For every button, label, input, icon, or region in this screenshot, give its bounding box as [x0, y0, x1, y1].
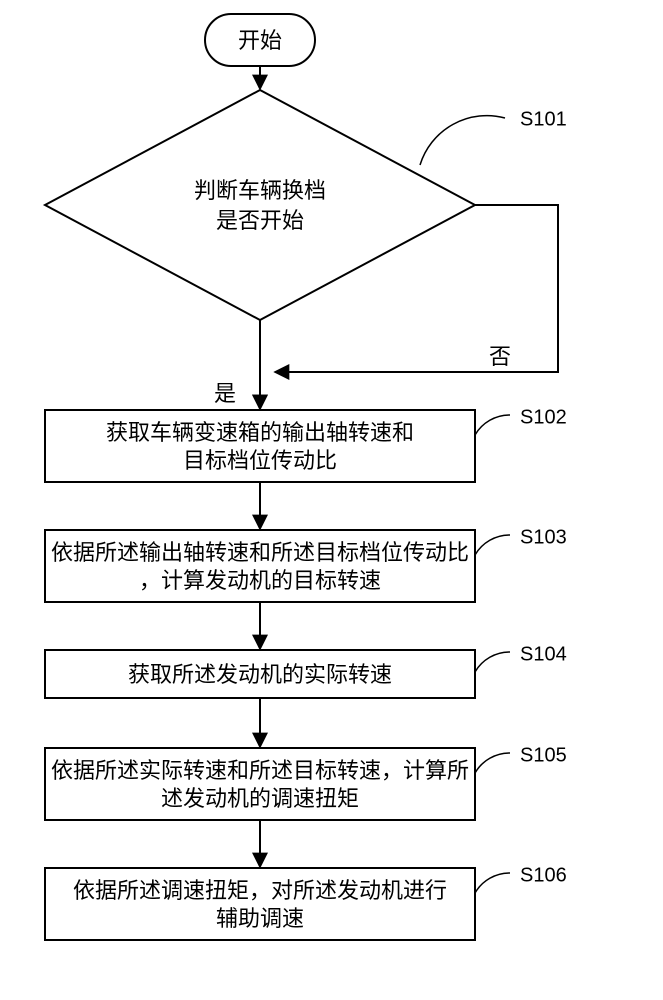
step-label-s102: S102	[520, 406, 567, 428]
s106-line1: 依据所述调速扭矩，对所述发动机进行	[73, 878, 447, 903]
step-leader-s102: S102	[475, 406, 567, 435]
yes-label: 是	[214, 381, 236, 406]
step-label-s106: S106	[520, 864, 567, 886]
s103-line2: ，计算发动机的目标转速	[139, 568, 381, 593]
s106-line2: 辅助调速	[216, 906, 304, 931]
node-s104: 获取所述发动机的实际转速	[45, 650, 475, 698]
step-leader-s103: S103	[475, 526, 567, 555]
s105-line1: 依据所述实际转速和所述目标转速，计算所	[51, 758, 469, 783]
step-label-s103: S103	[520, 526, 567, 548]
start-node: 开始	[205, 14, 315, 66]
node-s106: 依据所述调速扭矩，对所述发动机进行 辅助调速	[45, 868, 475, 940]
decision-line1: 判断车辆换档	[194, 178, 326, 203]
step-leader-s105: S105	[475, 744, 567, 773]
edge-yes: 是	[214, 320, 260, 408]
cover2	[260, 360, 570, 380]
step-label-s105: S105	[520, 744, 567, 766]
no-label: 否	[489, 344, 511, 369]
decision-line2: 是否开始	[216, 208, 304, 233]
step-leader-s106: S106	[475, 864, 567, 893]
s105-line2: 述发动机的调速扭矩	[161, 786, 359, 811]
flowchart-diagram: 开始 判断车辆换档 是否开始 S101 是 否 获取车辆变速箱的输	[0, 0, 663, 1000]
step-leader-s101: S101	[420, 108, 567, 165]
step-label-s104: S104	[520, 643, 567, 665]
step-label-s101: S101	[520, 108, 567, 130]
start-label: 开始	[238, 28, 282, 53]
s102-line2: 目标档位传动比	[183, 448, 337, 473]
node-s105: 依据所述实际转速和所述目标转速，计算所 述发动机的调速扭矩	[45, 748, 475, 820]
node-s103: 依据所述输出轴转速和所述目标档位传动比 ，计算发动机的目标转速	[45, 530, 475, 602]
decision-node: 判断车辆换档 是否开始	[45, 90, 475, 320]
s103-line1: 依据所述输出轴转速和所述目标档位传动比	[51, 540, 469, 565]
step-leader-s104: S104	[475, 643, 567, 672]
s102-line1: 获取车辆变速箱的输出轴转速和	[106, 420, 414, 445]
s104-line1: 获取所述发动机的实际转速	[128, 662, 392, 687]
node-s102: 获取车辆变速箱的输出轴转速和 目标档位传动比	[45, 410, 475, 482]
